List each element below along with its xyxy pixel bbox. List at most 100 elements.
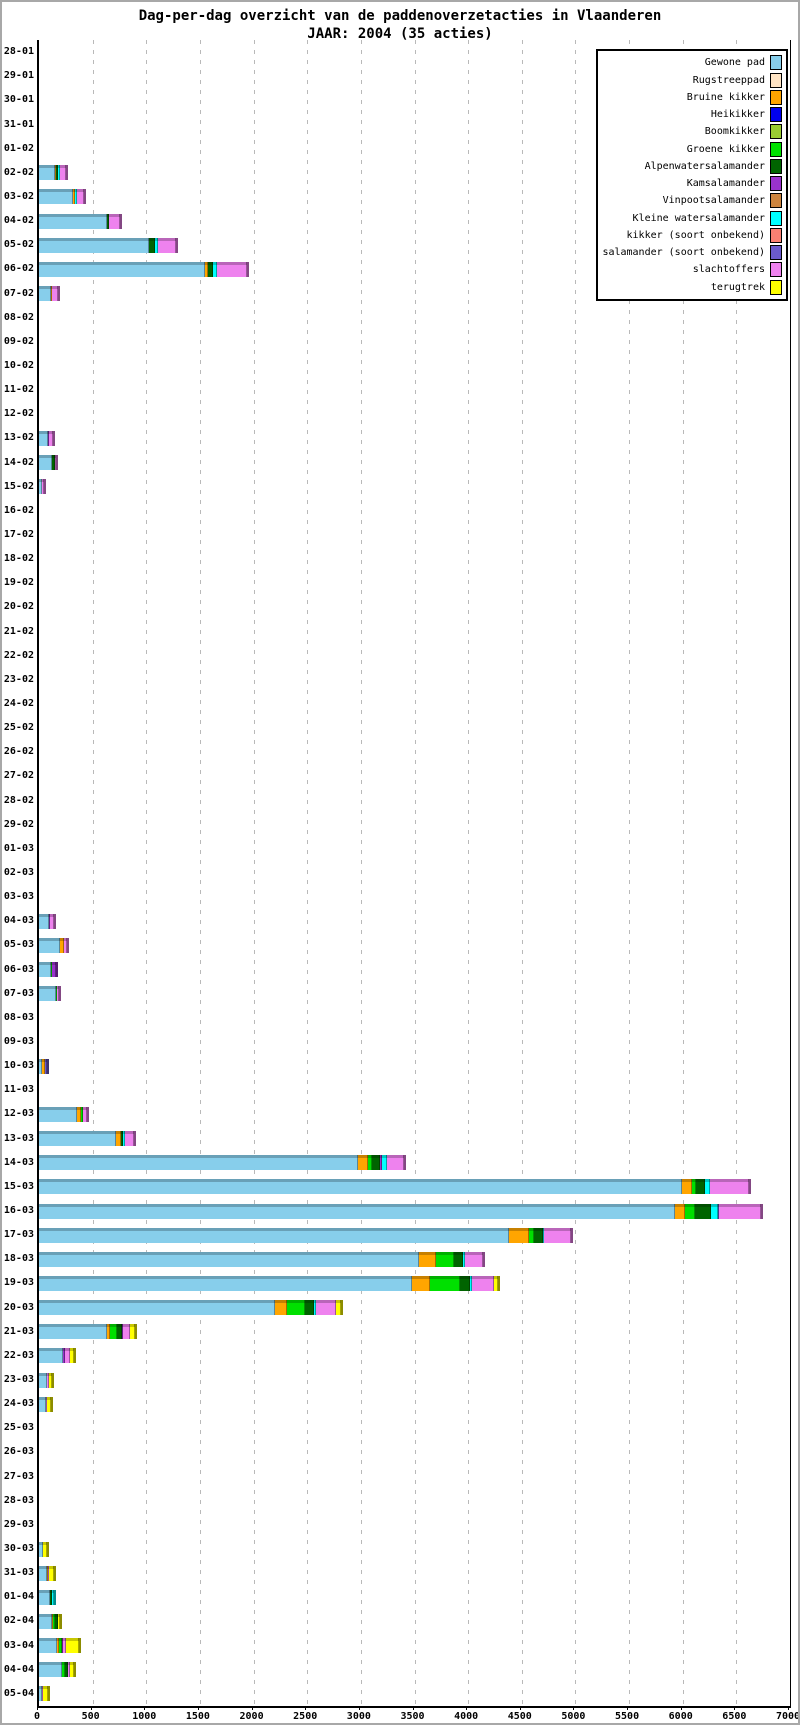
legend-label: kikker (soort onbekend) (626, 229, 765, 241)
bar-segment-slachtoffers (54, 455, 58, 471)
legend-label: Rugstreeppad (692, 74, 765, 86)
plot-area (37, 40, 791, 1708)
bar-segment-kamsalamander (63, 1348, 65, 1364)
bar-row (39, 455, 58, 471)
bar-segment-gewone-pad (39, 1589, 51, 1605)
x-tick-label: 4000 (454, 1711, 479, 1722)
bar-segment-gewone-pad (39, 165, 56, 181)
x-tick-mark (412, 1706, 414, 1710)
bar-segment-bruine-kikker (674, 1203, 685, 1219)
bar-segment-gewone-pad (39, 213, 107, 229)
bar-segment-slachtoffers (42, 479, 46, 495)
bar-segment-slachtoffers (316, 1300, 336, 1316)
x-tick-mark (788, 1706, 789, 1710)
bar-segment-gewone-pad (39, 1541, 44, 1557)
x-tick-label: 6000 (668, 1711, 693, 1722)
bar-segment-groene-kikker (429, 1275, 460, 1291)
bar-segment-kamsalamander (52, 962, 59, 978)
date-label: 06-03 (3, 963, 34, 975)
legend-swatch (770, 89, 782, 105)
date-label: 14-02 (3, 456, 34, 468)
bar-segment-slachtoffers (57, 986, 62, 1002)
bar-segment-groene-kikker (684, 1203, 696, 1219)
bar-segment-gewone-pad (39, 913, 50, 929)
date-label: 03-02 (3, 190, 34, 202)
date-label: 10-03 (3, 1060, 34, 1072)
legend-label: terugtrek (710, 281, 765, 293)
bar-segment-gewone-pad (39, 1565, 47, 1581)
bar-row (39, 1589, 56, 1605)
bar-row (39, 213, 122, 229)
bar-row (39, 237, 179, 253)
gridline (575, 40, 577, 1706)
bar-segment-slachtoffers (63, 937, 70, 953)
bar-row (39, 1348, 76, 1364)
bar-segment-alpenwatersalamander (50, 1589, 53, 1605)
bar-segment-bruine-kikker (418, 1251, 436, 1267)
bar-segment-bruine-kikker (51, 1613, 54, 1629)
x-tick-mark (680, 1706, 682, 1710)
bar-segment-gewone-pad (39, 1300, 276, 1316)
bar-segment-gewone-pad (39, 1348, 64, 1364)
bar-segment-gewone-pad (39, 962, 51, 978)
date-label: 06-02 (3, 263, 34, 275)
bar-segment-slachtoffers (76, 189, 87, 205)
bar-segment-slachtoffers (45, 1396, 48, 1412)
bar-segment-terugtrek (43, 1541, 50, 1557)
legend-swatch (770, 55, 782, 71)
bar-segment-slachtoffers (50, 913, 56, 929)
bar-row (39, 189, 87, 205)
bar-segment-gewone-pad (39, 1686, 43, 1702)
bar-row (39, 261, 249, 277)
x-tick-label: 500 (81, 1711, 100, 1722)
bar-segment-slachtoffers (709, 1179, 752, 1195)
x-tick-mark (197, 1706, 199, 1710)
bar-segment-slachtoffers (52, 286, 61, 302)
date-label: 22-02 (3, 649, 34, 661)
x-tick-mark (144, 1706, 146, 1710)
date-label: 05-04 (3, 1687, 34, 1699)
date-label: 18-02 (3, 553, 34, 565)
date-label: 16-03 (3, 1205, 34, 1217)
x-tick-label: 6500 (722, 1711, 747, 1722)
bar-segment-slachtoffers (464, 1251, 486, 1267)
date-label: 02-02 (3, 166, 34, 178)
x-tick-mark (627, 1706, 629, 1710)
bar-segment-kleine-watersalamander (213, 261, 217, 277)
bar-row (39, 1179, 752, 1195)
legend-swatch (770, 158, 782, 174)
gridline (468, 40, 470, 1706)
date-label: 16-02 (3, 504, 34, 516)
bar-segment-terugtrek (47, 1396, 54, 1412)
legend-label: slachtoffers (692, 264, 765, 276)
bar-segment-groene-kikker (287, 1300, 306, 1316)
date-label: 28-01 (3, 46, 34, 58)
x-tick-mark (358, 1706, 360, 1710)
bar-segment-alpenwatersalamander (534, 1227, 543, 1243)
bar-segment-gewone-pad (39, 937, 61, 953)
bar-segment-slachtoffers (47, 1372, 50, 1388)
bar-segment-gewone-pad (39, 430, 49, 446)
legend-label: Kleine watersalamander (632, 212, 765, 224)
date-label: 09-03 (3, 1036, 34, 1047)
bar-segment-gewone-pad (39, 455, 53, 471)
date-label: 04-03 (3, 915, 34, 927)
bar-row (39, 1155, 406, 1171)
bar-segment-alpenwatersalamander (106, 213, 109, 229)
bar-segment-slachtoffers (68, 1662, 70, 1678)
bar-segment-kleine-watersalamander (58, 165, 60, 181)
legend-label: Boomkikker (704, 126, 765, 138)
date-label: 27-02 (3, 770, 34, 782)
bar-segment-bruine-kikker (681, 1179, 692, 1195)
bar-row (39, 1324, 138, 1340)
date-label: 01-03 (3, 842, 34, 854)
bar-row (39, 286, 61, 302)
bar-row (39, 479, 46, 495)
bar-row (39, 913, 56, 929)
bar-segment-gewone-pad (39, 261, 206, 277)
date-label: 22-03 (3, 1349, 34, 1361)
bar-segment-gewone-pad (39, 1131, 117, 1147)
x-tick-mark (251, 1706, 253, 1710)
x-tick-label: 4500 (507, 1711, 532, 1722)
